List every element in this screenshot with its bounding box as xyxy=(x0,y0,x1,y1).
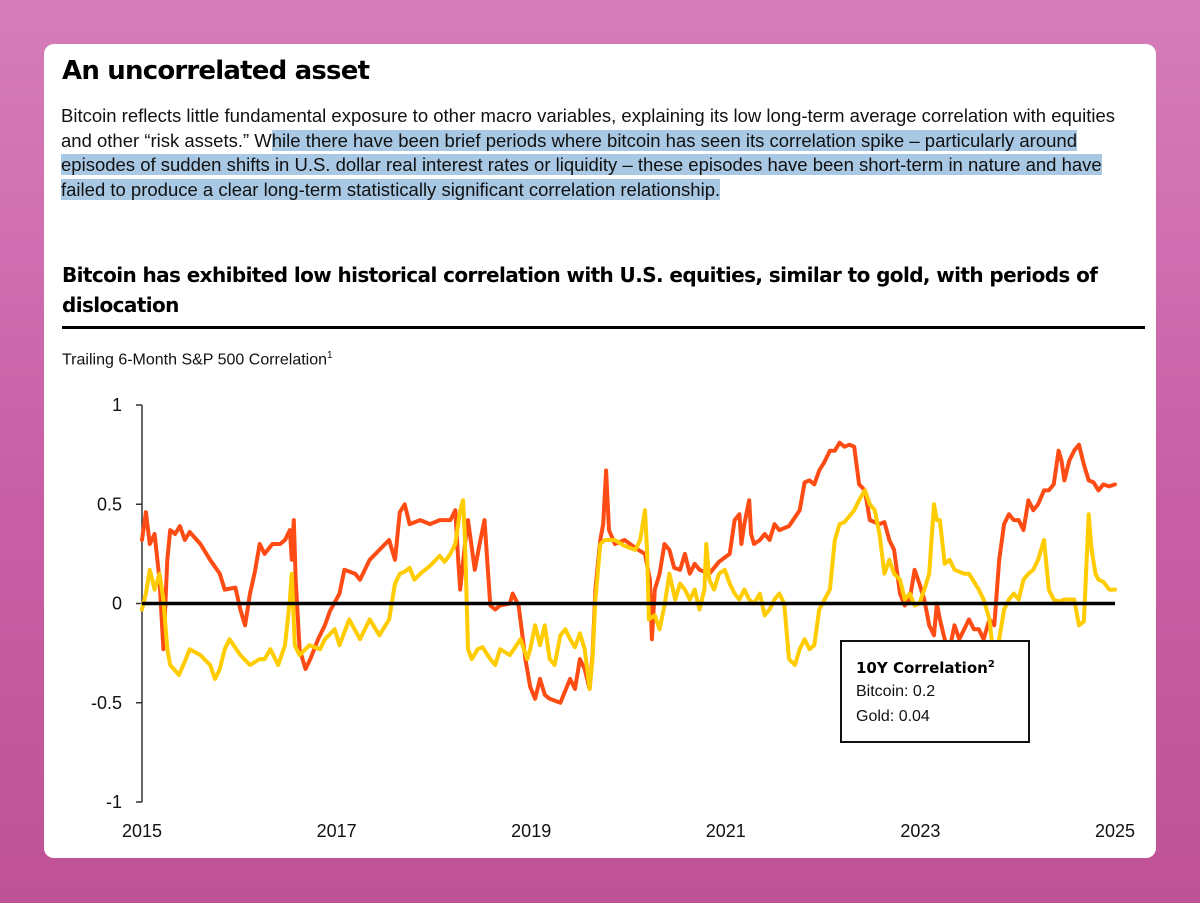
y-tick-label: 0 xyxy=(112,594,122,614)
legend-bitcoin: Bitcoin: 0.2 xyxy=(856,683,936,700)
chart-caption-text: Trailing 6-Month S&P 500 Correlation xyxy=(62,351,328,369)
x-tick-label: 2025 xyxy=(1095,821,1135,841)
legend-footnote-marker: 2 xyxy=(987,659,995,670)
content-card: An uncorrelated asset Bitcoin reflects l… xyxy=(44,44,1156,858)
y-tick-label: 1 xyxy=(112,395,122,415)
legend-title-text: 10Y Correlation xyxy=(856,659,988,677)
series-line-gold xyxy=(140,488,1117,691)
x-tick-label: 2017 xyxy=(317,821,357,841)
paragraph-selected-text[interactable]: hile there have been brief periods where… xyxy=(61,129,1102,200)
x-tick-label: 2015 xyxy=(122,821,162,841)
legend-title: 10Y Correlation2 xyxy=(856,654,1028,679)
y-tick-label: -1 xyxy=(106,792,122,812)
x-tick-label: 2023 xyxy=(900,821,940,841)
heading-divider xyxy=(62,326,1145,329)
correlation-legend-box: 10Y Correlation2 Bitcoin: 0.2 Gold: 0.04 xyxy=(840,640,1030,743)
chart-caption: Trailing 6-Month S&P 500 Correlation1 xyxy=(62,350,333,369)
x-tick-label: 2021 xyxy=(706,821,746,841)
y-tick-label: -0.5 xyxy=(91,693,122,713)
footnote-marker: 1 xyxy=(327,350,333,361)
page-title: An uncorrelated asset xyxy=(62,56,370,86)
series-line-bitcoin xyxy=(140,440,1117,705)
x-tick-label: 2019 xyxy=(511,821,551,841)
y-tick-label: 0.5 xyxy=(97,494,122,514)
chart-axes xyxy=(136,404,143,803)
body-paragraph[interactable]: Bitcoin reflects little fundamental expo… xyxy=(61,104,1131,202)
paragraph-unselected-text: Bitcoin reflects little fundamental expo… xyxy=(61,105,1115,151)
legend-gold: Gold: 0.04 xyxy=(856,708,930,725)
chart-lines xyxy=(140,440,1117,705)
chart-heading: Bitcoin has exhibited low historical cor… xyxy=(62,263,1098,317)
